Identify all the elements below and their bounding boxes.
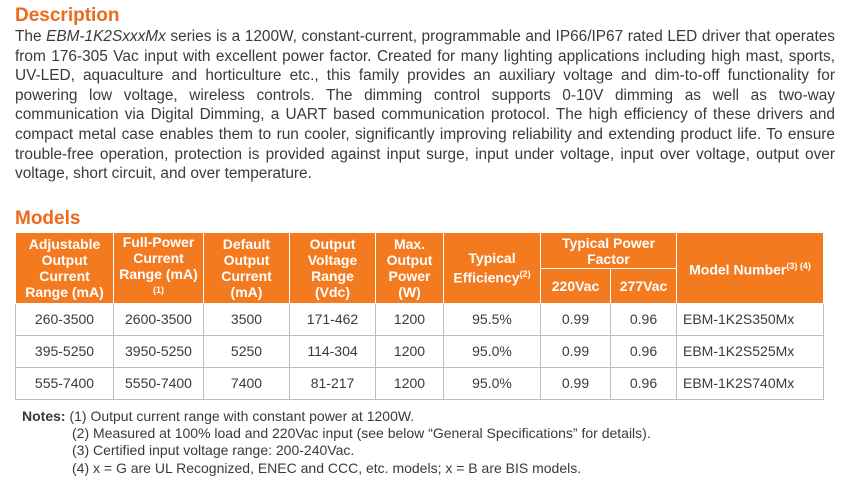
- table-cell: 260-3500: [15, 302, 114, 336]
- models-table: Adjustable Output Current Range (mA) Full…: [15, 231, 824, 400]
- sub-header: 277Vac: [610, 268, 677, 304]
- sub-header: 220Vac: [540, 268, 611, 304]
- footnote-ref: (3) (4): [786, 261, 811, 271]
- column-header: Default Output Current (mA): [203, 232, 290, 304]
- table-cell: 1200: [375, 334, 444, 368]
- table-cell: 555-7400: [15, 366, 114, 400]
- section-heading: Models: [15, 208, 81, 229]
- note-item: (2) Measured at 100% load and 220Vac inp…: [72, 425, 651, 442]
- table-cell: 0.96: [610, 302, 677, 336]
- model-series: EBM-1K2SxxxMx: [46, 28, 166, 45]
- table-cell: 2600-3500: [113, 302, 204, 336]
- header-text: Typical Power Factor: [561, 234, 656, 267]
- header-text: Default Output Current (mA): [221, 235, 272, 300]
- note-item: (4) x = G are UL Recognized, ENEC and CC…: [72, 459, 582, 476]
- column-header: Full-Power Current Range (mA) (1): [113, 232, 204, 304]
- table-cell: EBM-1K2S740Mx: [676, 366, 824, 400]
- column-header: Typical Efficiency(2): [443, 232, 541, 304]
- table-cell: 114-304: [289, 334, 376, 368]
- table-cell: 95.5%: [443, 302, 541, 336]
- table-row: 555-7400 5550-7400 7400 81-217 1200 95.0% 0.99…: [15, 366, 824, 400]
- table-cell: 5550-7400: [113, 366, 204, 400]
- table-cell: 3950-5250: [113, 334, 204, 368]
- notes: Notes: (1) Output current range with con…: [22, 408, 651, 477]
- header-text: Model Number: [689, 261, 787, 278]
- header-text: Max. Output Power (W): [386, 235, 433, 300]
- text: series is a 1200W, constant-current, pro…: [15, 28, 836, 183]
- header-row: Adjustable Output Current Range (mA) Full…: [15, 231, 824, 304]
- table-cell: 0.96: [610, 366, 677, 400]
- table-cell: 0.99: [540, 334, 611, 368]
- table-cell: 95.0%: [443, 366, 541, 400]
- table-cell: 1200: [375, 366, 444, 400]
- table-cell: 395-5250: [15, 334, 114, 368]
- header-text: Adjustable Output Current Range (mA): [25, 235, 104, 300]
- column-header: Output Voltage Range (Vdc): [289, 232, 376, 304]
- header-text: Full-Power Current Range (mA): [119, 234, 198, 282]
- table-cell: 95.0%: [443, 334, 541, 368]
- table-cell: 81-217: [289, 366, 376, 400]
- table-cell: 0.99: [540, 302, 611, 336]
- text: The: [15, 28, 47, 45]
- notes-label: Notes:: [22, 408, 66, 424]
- note-item: (3) Certified input voltage range: 200-2…: [72, 442, 355, 459]
- description-text: The EBM-1K2SxxxMx series is a 1200W, con…: [15, 27, 835, 184]
- header-text: Output Voltage Range (Vdc): [307, 235, 358, 300]
- header-row: 220Vac 277Vac: [16, 268, 824, 304]
- note-line: Notes: (1) Output current range with con…: [22, 408, 651, 425]
- table-cell: EBM-1K2S525Mx: [676, 334, 824, 368]
- column-header: Typical Power Factor: [540, 231, 677, 270]
- header-text: Typical Efficiency: [453, 250, 520, 286]
- table-row: 395-5250 3950-5250 5250 114-304 1200 95.0% 0.9…: [15, 334, 824, 368]
- table-cell: 1200: [375, 302, 444, 336]
- table-cell: 5250: [203, 334, 290, 368]
- section-heading: Description: [15, 5, 120, 26]
- table-cell: 0.96: [610, 334, 677, 368]
- table-cell: 7400: [203, 366, 290, 400]
- table-cell: 0.99: [540, 366, 611, 400]
- column-header: Max. Output Power (W): [375, 232, 444, 304]
- table-cell: EBM-1K2S350Mx: [676, 302, 824, 336]
- table-cell: 171-462: [289, 302, 376, 336]
- footnote-ref: (2): [519, 269, 531, 279]
- column-header: Model Number(3) (4): [676, 232, 824, 304]
- footnote-ref: (1): [153, 285, 164, 295]
- table-row: 260-3500 2600-3500 3500 171-462 1200 95.5% 0.9…: [15, 302, 824, 336]
- column-header: Adjustable Output Current Range (mA): [15, 232, 114, 304]
- note-item: (1) Output current range with constant p…: [69, 408, 415, 424]
- table-cell: 3500: [203, 302, 290, 336]
